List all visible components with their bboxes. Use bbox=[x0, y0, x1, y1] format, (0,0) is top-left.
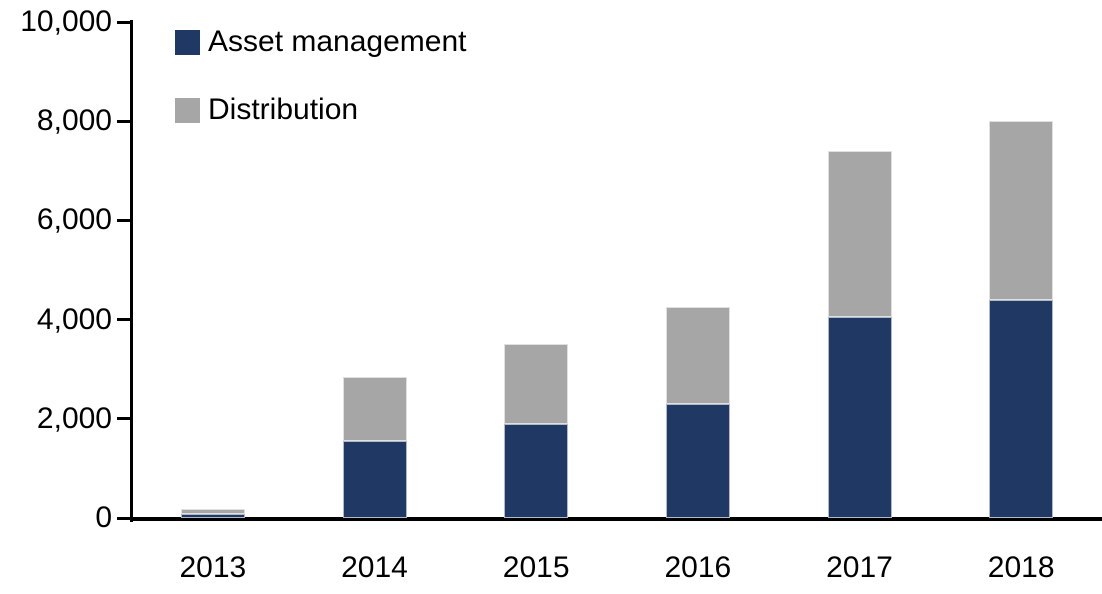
y-tick-mark bbox=[117, 119, 130, 123]
x-tick-label-2016: 2016 bbox=[664, 551, 732, 584]
legend-label-asset-management: Asset management bbox=[208, 25, 467, 58]
y-tick-label: 4,000 bbox=[36, 302, 112, 336]
legend-label-distribution: Distribution bbox=[208, 93, 359, 126]
bar-segment-asset-management-2013 bbox=[180, 513, 245, 518]
y-tick-mark bbox=[117, 417, 130, 421]
y-tick-mark bbox=[117, 20, 130, 24]
legend-swatch-distribution bbox=[175, 97, 200, 123]
y-tick-label: 2,000 bbox=[36, 401, 112, 435]
y-tick-mark bbox=[117, 318, 130, 322]
bar-segment-asset-management-2016 bbox=[665, 403, 730, 518]
bar-segment-asset-management-2014 bbox=[342, 441, 407, 518]
y-tick-mark bbox=[117, 516, 130, 520]
legend-swatch-asset-management bbox=[175, 29, 200, 55]
y-tick-label: 10,000 bbox=[20, 5, 112, 38]
x-tick-label-2013: 2013 bbox=[179, 551, 247, 584]
bar-segment-distribution-2017 bbox=[827, 150, 892, 318]
y-axis-line bbox=[130, 20, 133, 522]
bar-segment-asset-management-2018 bbox=[989, 299, 1054, 518]
y-tick-label: 6,000 bbox=[36, 203, 112, 237]
bar-segment-distribution-2016 bbox=[665, 307, 730, 404]
bar-segment-asset-management-2015 bbox=[504, 423, 569, 518]
bar-segment-distribution-2013 bbox=[180, 508, 245, 514]
y-tick-label: 0 bbox=[95, 501, 112, 534]
legend-item-asset-management: Asset management bbox=[175, 27, 466, 57]
y-tick-label: 8,000 bbox=[36, 104, 112, 138]
bar-segment-distribution-2014 bbox=[342, 376, 407, 442]
legend-item-distribution: Distribution bbox=[175, 95, 358, 125]
x-tick-label-2015: 2015 bbox=[502, 551, 570, 584]
x-axis-line bbox=[130, 517, 1102, 521]
x-tick-label-2017: 2017 bbox=[826, 551, 893, 584]
bar-segment-distribution-2018 bbox=[989, 121, 1054, 300]
y-tick-mark bbox=[117, 218, 130, 222]
bar-segment-distribution-2015 bbox=[504, 344, 569, 424]
x-tick-label-2018: 2018 bbox=[987, 551, 1055, 584]
bar-segment-asset-management-2017 bbox=[827, 317, 892, 518]
x-tick-label-2014: 2014 bbox=[341, 551, 408, 584]
